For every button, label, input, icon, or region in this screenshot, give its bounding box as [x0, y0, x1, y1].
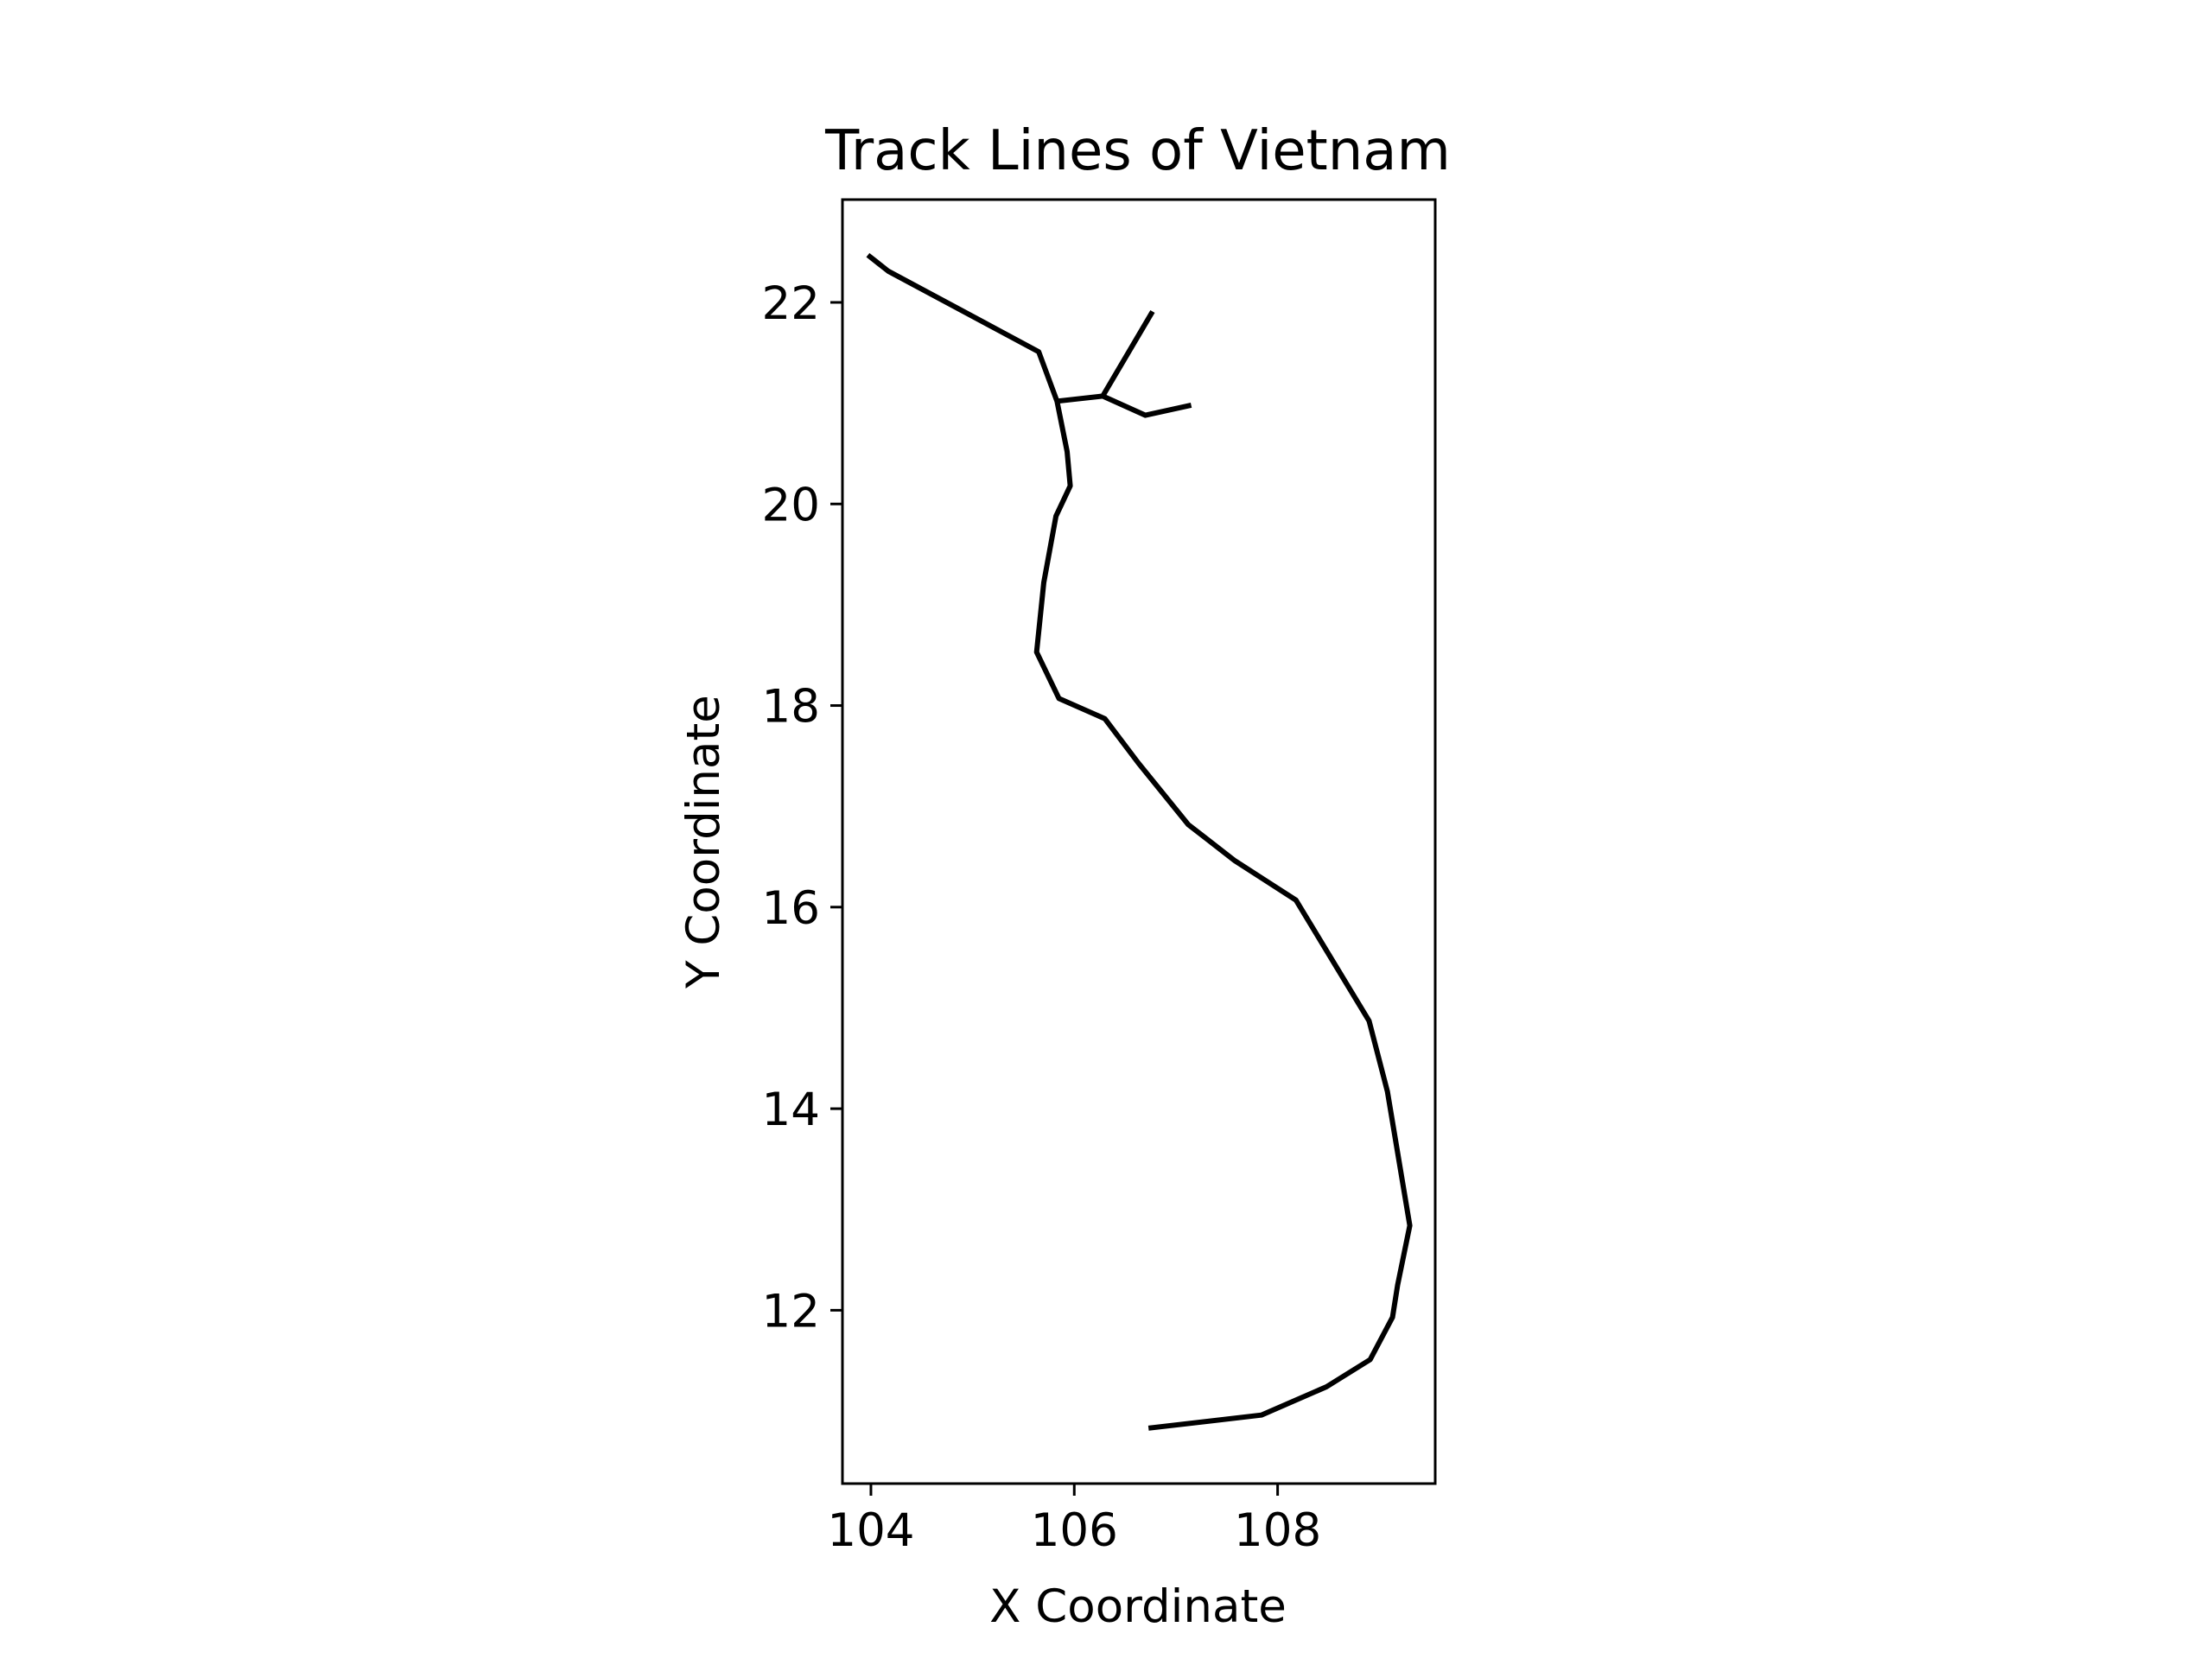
chart-title: Track Lines of Vietnam: [824, 119, 1451, 183]
y-tick-label: 16: [762, 882, 820, 935]
x-tick-label: 106: [1031, 1504, 1118, 1557]
y-tick-label: 14: [762, 1084, 820, 1136]
x-axis-label: X Coordinate: [989, 1580, 1287, 1633]
y-axis-label: Y Coordinate: [677, 695, 730, 989]
y-tick-label: 18: [762, 681, 820, 734]
x-tick-label: 104: [827, 1504, 914, 1557]
track-line-3: [1101, 393, 1192, 418]
y-tick-label: 22: [762, 277, 820, 330]
plot-frame: [841, 198, 1437, 1485]
y-tick-label: 12: [762, 1285, 820, 1338]
y-axis-ticks: 12 14 16 18 20 22: [762, 277, 842, 1338]
track-line-1: [866, 252, 1413, 1431]
x-tick-label: 108: [1234, 1504, 1321, 1557]
y-tick-label: 20: [762, 479, 820, 531]
x-axis-ticks: 104 106 108: [827, 1484, 1321, 1557]
plot-lines: [866, 252, 1413, 1431]
